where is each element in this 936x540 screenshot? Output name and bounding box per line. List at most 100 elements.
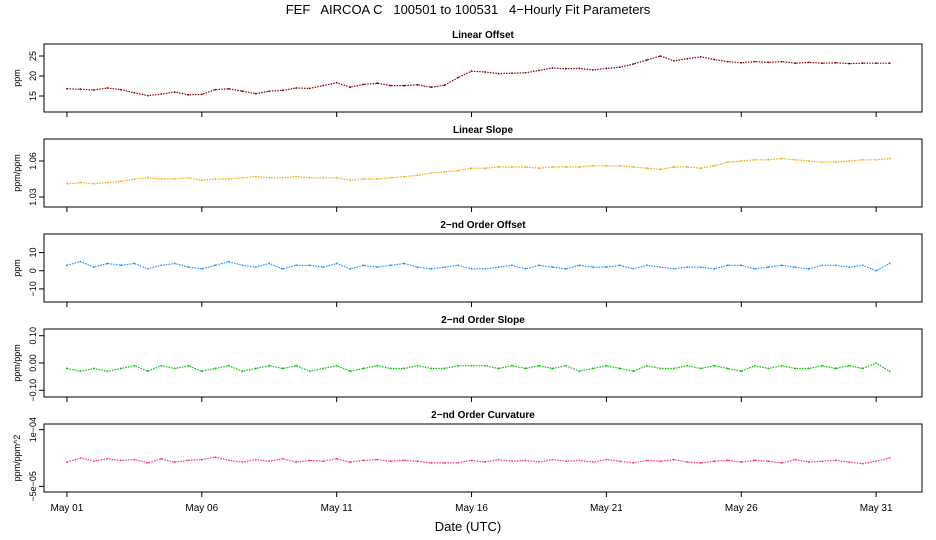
data-point	[699, 167, 702, 170]
data-point	[416, 266, 419, 268]
data-point	[538, 69, 540, 72]
data-point	[618, 367, 621, 370]
data-point	[443, 84, 446, 87]
data-point	[200, 179, 203, 182]
panel-frame	[43, 43, 923, 113]
data-point	[106, 87, 109, 89]
panel-frame	[43, 423, 923, 493]
panel-4: 2−nd Order Slope −0.10 0.00 0.10 ppm/ppm	[12, 315, 923, 402]
data-point	[551, 67, 554, 69]
data-point	[173, 367, 176, 370]
data-point	[726, 459, 729, 462]
data-point	[119, 367, 122, 370]
x-tick-label: May 31	[860, 503, 893, 514]
data-point	[295, 461, 298, 463]
data-point	[227, 364, 230, 367]
data-point	[349, 268, 352, 270]
data-point	[605, 67, 608, 70]
data-point	[281, 268, 284, 270]
data-point	[659, 55, 662, 57]
data-point	[551, 367, 554, 370]
data-point	[578, 370, 581, 373]
data-point	[767, 367, 770, 370]
data-point	[308, 264, 311, 267]
data-point	[133, 91, 136, 94]
data-point	[362, 178, 365, 180]
data-point	[268, 460, 271, 463]
data-point	[66, 461, 68, 463]
data-point	[605, 164, 608, 167]
data-point	[389, 367, 392, 370]
data-point	[821, 161, 824, 164]
data-point	[551, 166, 554, 168]
data-point	[618, 164, 621, 167]
data-point	[241, 176, 244, 179]
data-point	[214, 178, 217, 180]
data-point	[133, 178, 136, 180]
data-point	[173, 461, 176, 463]
data-point	[659, 168, 662, 171]
data-point	[686, 461, 689, 463]
data-point	[281, 176, 284, 179]
data-point	[713, 460, 716, 463]
data-point	[538, 461, 540, 463]
data-point	[470, 268, 473, 270]
data-point	[511, 72, 513, 75]
data-point	[861, 264, 864, 267]
data-point	[322, 266, 325, 268]
data-point	[389, 176, 392, 179]
data-point	[524, 71, 527, 74]
panel-title: 2−nd Order Curvature	[431, 410, 535, 421]
data-point	[133, 364, 136, 367]
x-axis: May 01 May 06 May 11 May 16 May 21 May 26 May …	[51, 503, 893, 514]
data-point	[753, 60, 756, 63]
data-point	[659, 367, 662, 370]
data-point	[699, 55, 702, 58]
data-point	[403, 175, 406, 178]
data-point	[430, 461, 432, 464]
data-point	[281, 89, 284, 92]
data-point	[888, 157, 891, 160]
x-tick-label: May 01	[51, 503, 84, 514]
y-tick-label: 0.10	[28, 327, 38, 345]
data-point	[740, 461, 743, 463]
data-point	[119, 88, 122, 91]
y-axis-label: ppm/ppm	[12, 344, 22, 382]
y-axis-label: ppm/ppm	[12, 154, 22, 192]
data-point	[187, 176, 190, 179]
y-tick-label: 1.03	[28, 188, 38, 206]
data-point	[200, 370, 203, 373]
data-point	[187, 364, 190, 367]
x-tick-label: May 11	[321, 503, 353, 514]
data-point	[645, 264, 648, 267]
data-point	[227, 178, 230, 180]
data-point	[241, 90, 244, 93]
y-tick-label: −5e−05	[28, 471, 38, 502]
data-point	[888, 262, 891, 265]
data-point	[79, 370, 82, 373]
data-point	[200, 458, 203, 461]
data-point	[888, 62, 891, 65]
data-point	[416, 364, 419, 367]
data-point	[780, 364, 783, 367]
data-point	[592, 69, 594, 71]
data-point	[349, 461, 352, 463]
panel-frame	[43, 138, 923, 208]
panel-title: 2−nd Order Slope	[441, 315, 525, 326]
data-point	[160, 457, 163, 460]
data-point	[659, 460, 662, 463]
data-point	[268, 262, 271, 265]
data-point	[726, 264, 729, 267]
x-tick-label: May 06	[185, 503, 218, 514]
data-point	[875, 460, 878, 463]
x-tick-label: May 21	[590, 503, 623, 514]
data-point	[227, 260, 230, 263]
data-point	[834, 161, 837, 164]
panel-1: Linear Offset 15 20 25 ppm	[12, 30, 923, 117]
data-point	[632, 370, 635, 373]
panel-frame	[43, 328, 923, 398]
data-point	[713, 164, 716, 167]
y-tick-label: 25	[28, 51, 38, 61]
data-point	[888, 370, 891, 373]
data-point	[214, 264, 217, 267]
